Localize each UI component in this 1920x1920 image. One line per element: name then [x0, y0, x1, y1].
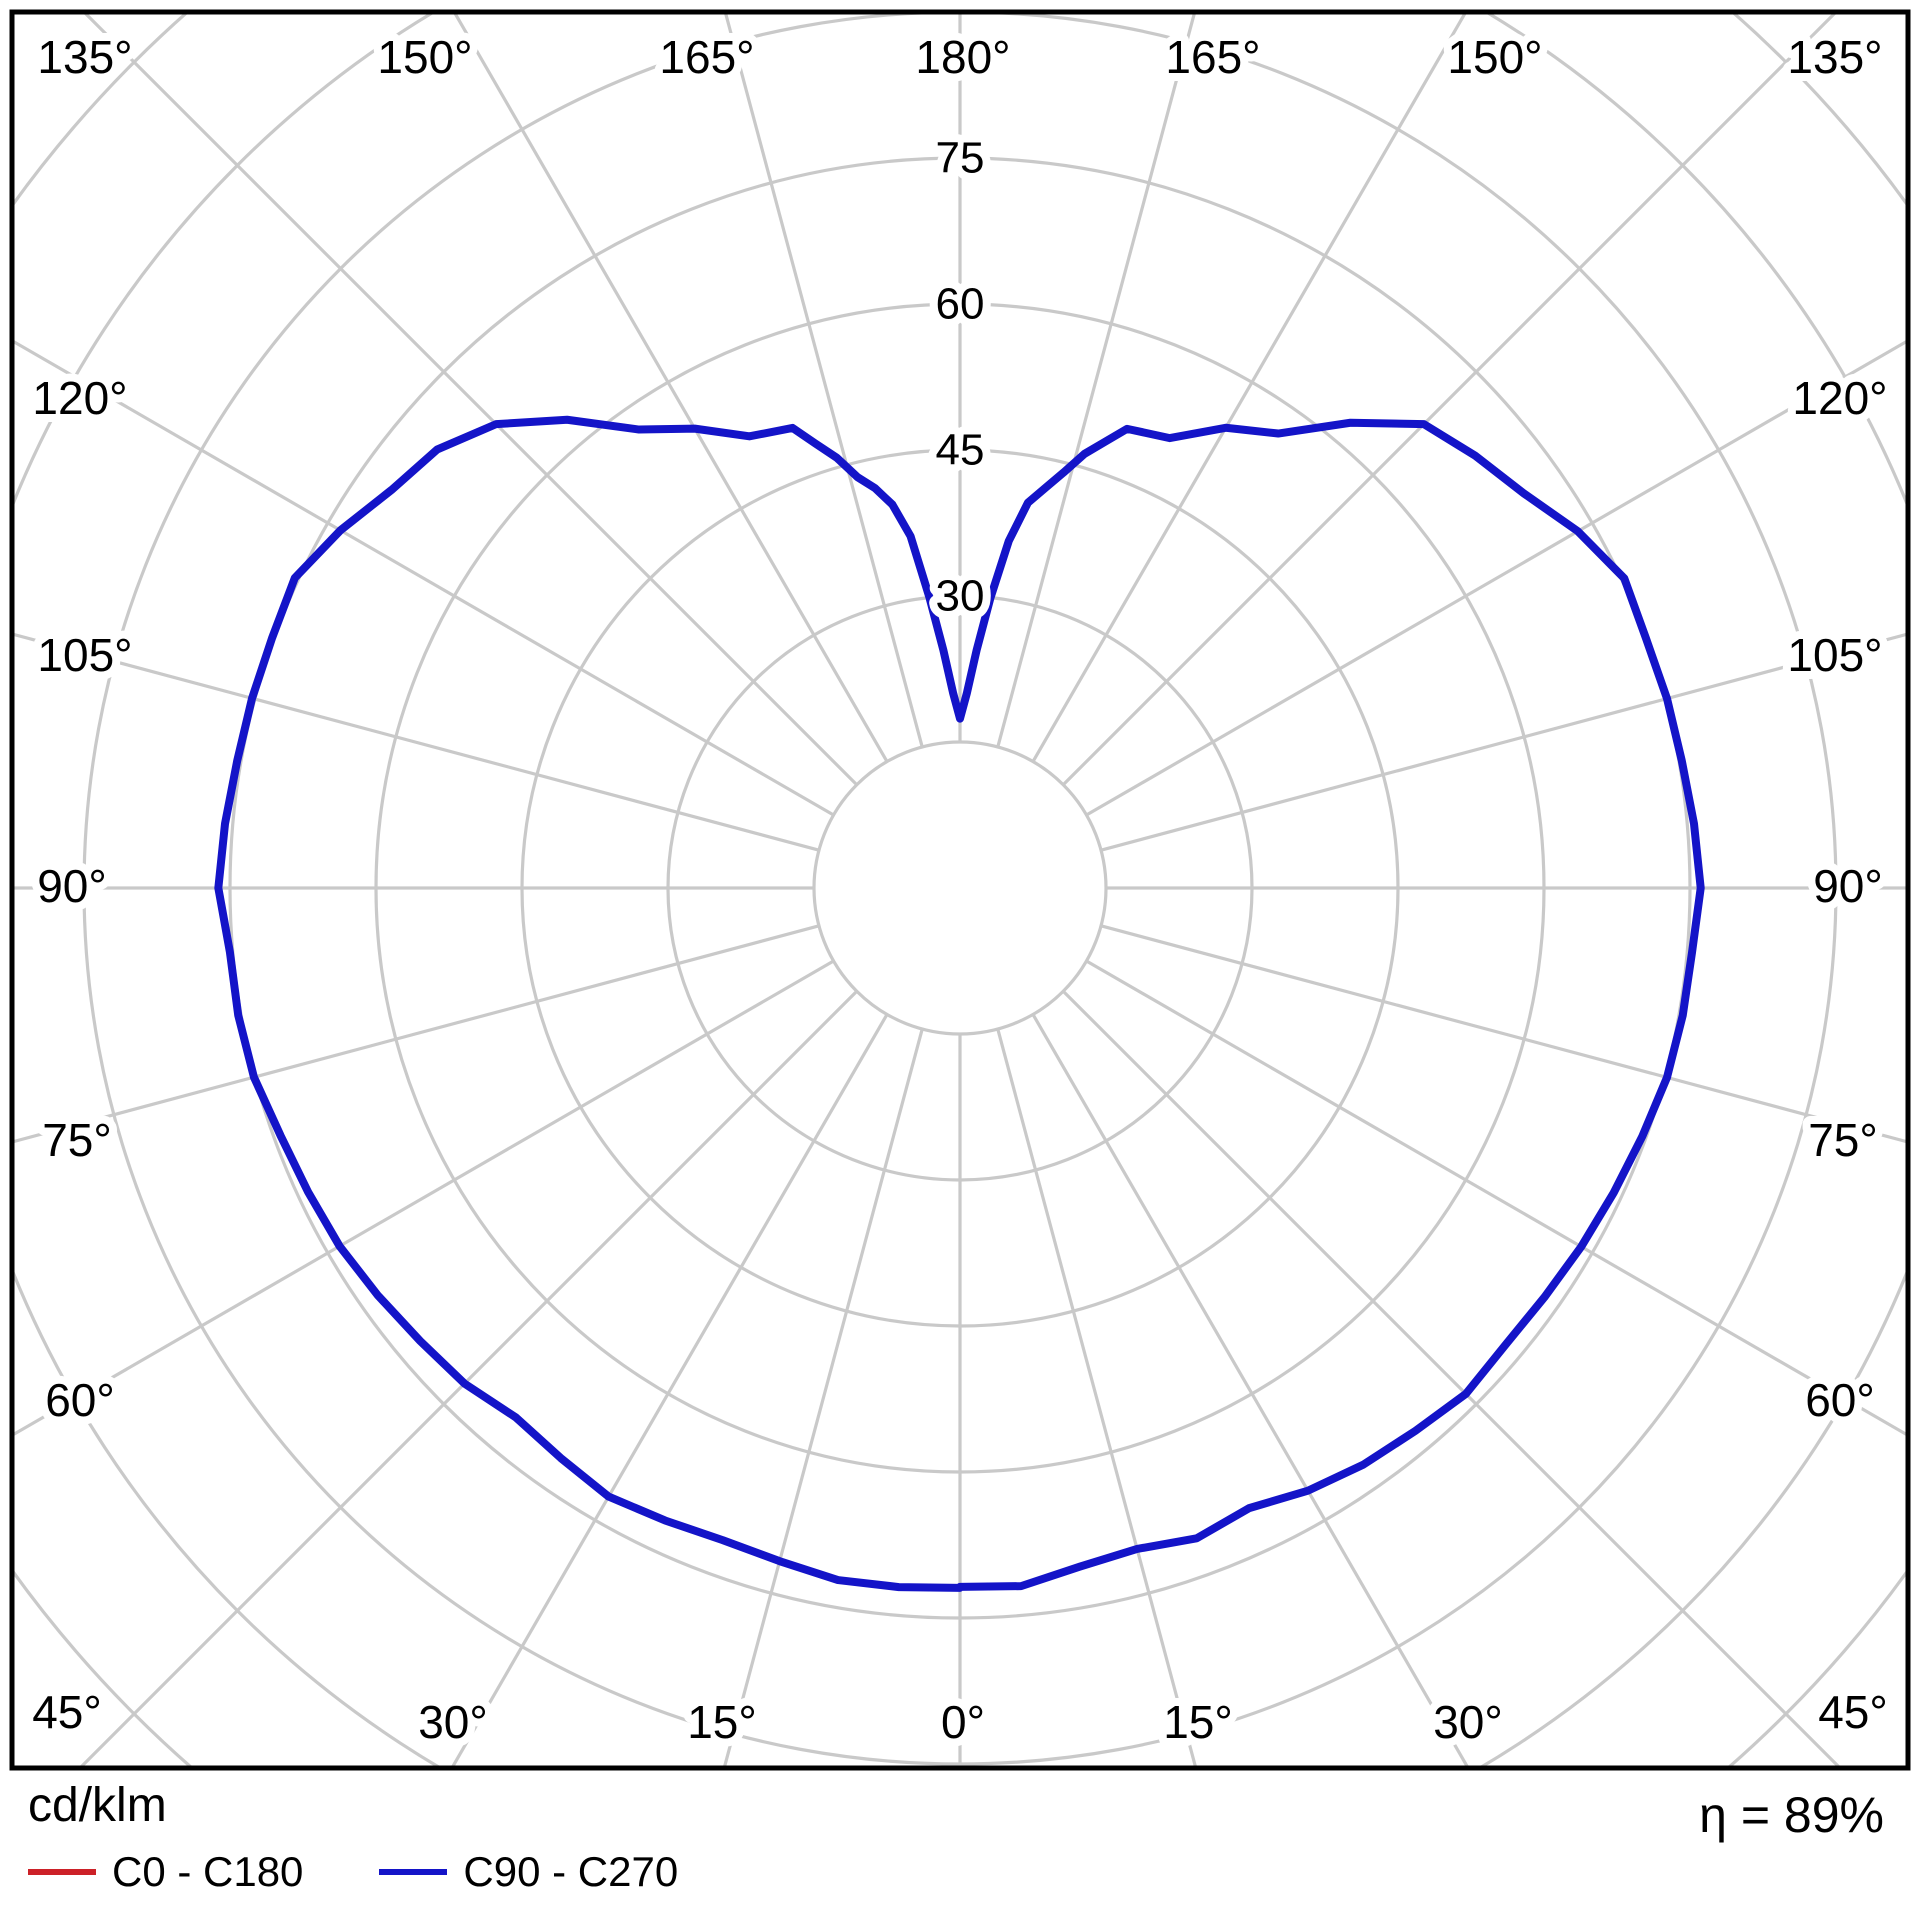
- chart-frame: [9, 9, 1911, 1771]
- grid-spoke-330: [450, 1013, 889, 1768]
- grid-spoke-195: [723, 12, 924, 748]
- grid-spoke-15: [996, 1028, 1198, 1768]
- c0-c180-line-swatch: [28, 1869, 96, 1875]
- legend-item-c0-c180: C0 - C180: [28, 1848, 303, 1896]
- grid-spoke-135: [1062, 12, 1839, 786]
- angle-label-90°: 90°: [37, 860, 107, 912]
- grid-spoke-60: [1085, 959, 1908, 1438]
- angle-label-135°: 135°: [37, 31, 132, 83]
- legend-label-c0-c180: C0 - C180: [112, 1848, 304, 1895]
- legend-item-c90-c270: C90 - C270: [379, 1848, 678, 1896]
- grid-spoke-300: [12, 959, 835, 1438]
- angle-label-45°: 45°: [1818, 1686, 1888, 1738]
- c90-c270-line-swatch: [379, 1869, 448, 1875]
- angle-label-150°: 150°: [1447, 31, 1542, 83]
- grid-spoke-345: [722, 1028, 924, 1768]
- angle-label-15°: 15°: [1163, 1696, 1233, 1748]
- angle-label-75°: 75°: [42, 1114, 112, 1166]
- efficiency-value: η = 89%: [1699, 1787, 1884, 1843]
- grid-spoke-210: [452, 12, 889, 763]
- angle-label-60°: 60°: [1805, 1374, 1875, 1426]
- grid-spoke-285: [12, 924, 820, 1144]
- grid-spoke-45: [1062, 990, 1843, 1768]
- angle-label-165°: 165°: [1165, 31, 1260, 83]
- radial-label-45: 45: [936, 426, 985, 475]
- grid-spoke-255: [12, 632, 820, 852]
- grid-spoke-150: [1031, 12, 1468, 763]
- grid-spoke-105: [1100, 632, 1908, 852]
- angle-label-120°: 120°: [1792, 372, 1887, 424]
- grid-spoke-240: [12, 338, 835, 817]
- angle-label-165°: 165°: [659, 31, 754, 83]
- angle-label-150°: 150°: [377, 31, 472, 83]
- angle-label-180°: 180°: [915, 31, 1010, 83]
- grid-spoke-315: [77, 990, 858, 1768]
- angle-label-120°: 120°: [32, 372, 127, 424]
- angle-label-75°: 75°: [1808, 1114, 1878, 1166]
- grid-spoke-75: [1100, 924, 1908, 1144]
- legend-label-c90-c270: C90 - C270: [463, 1848, 679, 1895]
- radial-label-30: 30: [936, 572, 985, 621]
- angle-label-30°: 30°: [1433, 1696, 1503, 1748]
- angle-label-105°: 105°: [1787, 629, 1882, 681]
- unit-label: cd/klm: [28, 1779, 167, 1832]
- angle-label-135°: 135°: [1787, 31, 1882, 83]
- angle-label-60°: 60°: [45, 1374, 115, 1426]
- angle-label-15°: 15°: [687, 1696, 757, 1748]
- grid-spoke-225: [81, 12, 858, 786]
- grid-spoke-30: [1031, 1013, 1470, 1768]
- angle-label-0°: 0°: [941, 1696, 985, 1748]
- grid-spoke-120: [1085, 338, 1908, 817]
- grid-circle-15: [812, 740, 1108, 1036]
- c90-c270-curve: [214, 415, 1705, 1592]
- grid-spoke-165: [996, 12, 1197, 748]
- legend: C0 - C180 C90 - C270: [28, 1848, 678, 1896]
- angle-label-30°: 30°: [418, 1696, 488, 1748]
- radial-label-75: 75: [936, 134, 985, 183]
- angle-label-105°: 105°: [37, 629, 132, 681]
- angle-label-45°: 45°: [32, 1686, 102, 1738]
- angle-label-90°: 90°: [1813, 860, 1883, 912]
- radial-label-60: 60: [936, 280, 985, 329]
